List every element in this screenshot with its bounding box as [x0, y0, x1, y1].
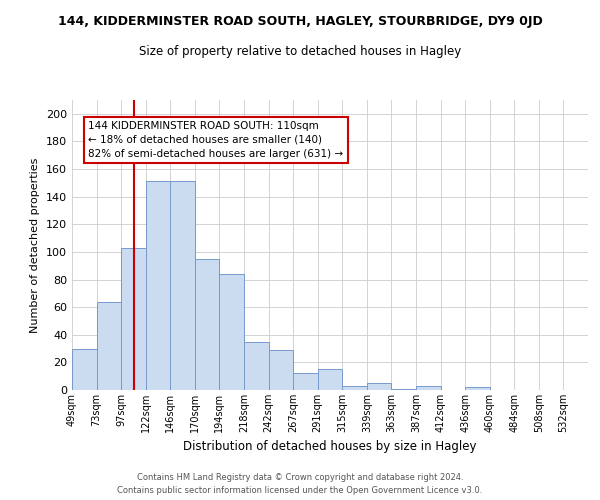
Bar — [195, 259, 220, 390]
Bar — [465, 387, 490, 390]
Bar — [220, 274, 244, 390]
Text: Contains HM Land Registry data © Crown copyright and database right 2024.: Contains HM Land Registry data © Crown c… — [137, 474, 463, 482]
Text: 144 KIDDERMINSTER ROAD SOUTH: 110sqm
← 18% of detached houses are smaller (140)
: 144 KIDDERMINSTER ROAD SOUTH: 110sqm ← 1… — [88, 120, 344, 158]
Bar — [269, 350, 293, 390]
Bar — [367, 383, 391, 390]
Bar — [121, 248, 146, 390]
Bar — [146, 182, 170, 390]
Bar — [342, 386, 367, 390]
Bar — [97, 302, 121, 390]
Bar — [293, 374, 318, 390]
Bar — [72, 348, 97, 390]
Text: Contains public sector information licensed under the Open Government Licence v3: Contains public sector information licen… — [118, 486, 482, 495]
Bar — [170, 182, 195, 390]
Text: Size of property relative to detached houses in Hagley: Size of property relative to detached ho… — [139, 45, 461, 58]
Y-axis label: Number of detached properties: Number of detached properties — [31, 158, 40, 332]
Bar — [244, 342, 269, 390]
Text: 144, KIDDERMINSTER ROAD SOUTH, HAGLEY, STOURBRIDGE, DY9 0JD: 144, KIDDERMINSTER ROAD SOUTH, HAGLEY, S… — [58, 15, 542, 28]
Bar — [318, 370, 342, 390]
Bar — [416, 386, 440, 390]
Bar — [391, 388, 416, 390]
X-axis label: Distribution of detached houses by size in Hagley: Distribution of detached houses by size … — [183, 440, 477, 454]
